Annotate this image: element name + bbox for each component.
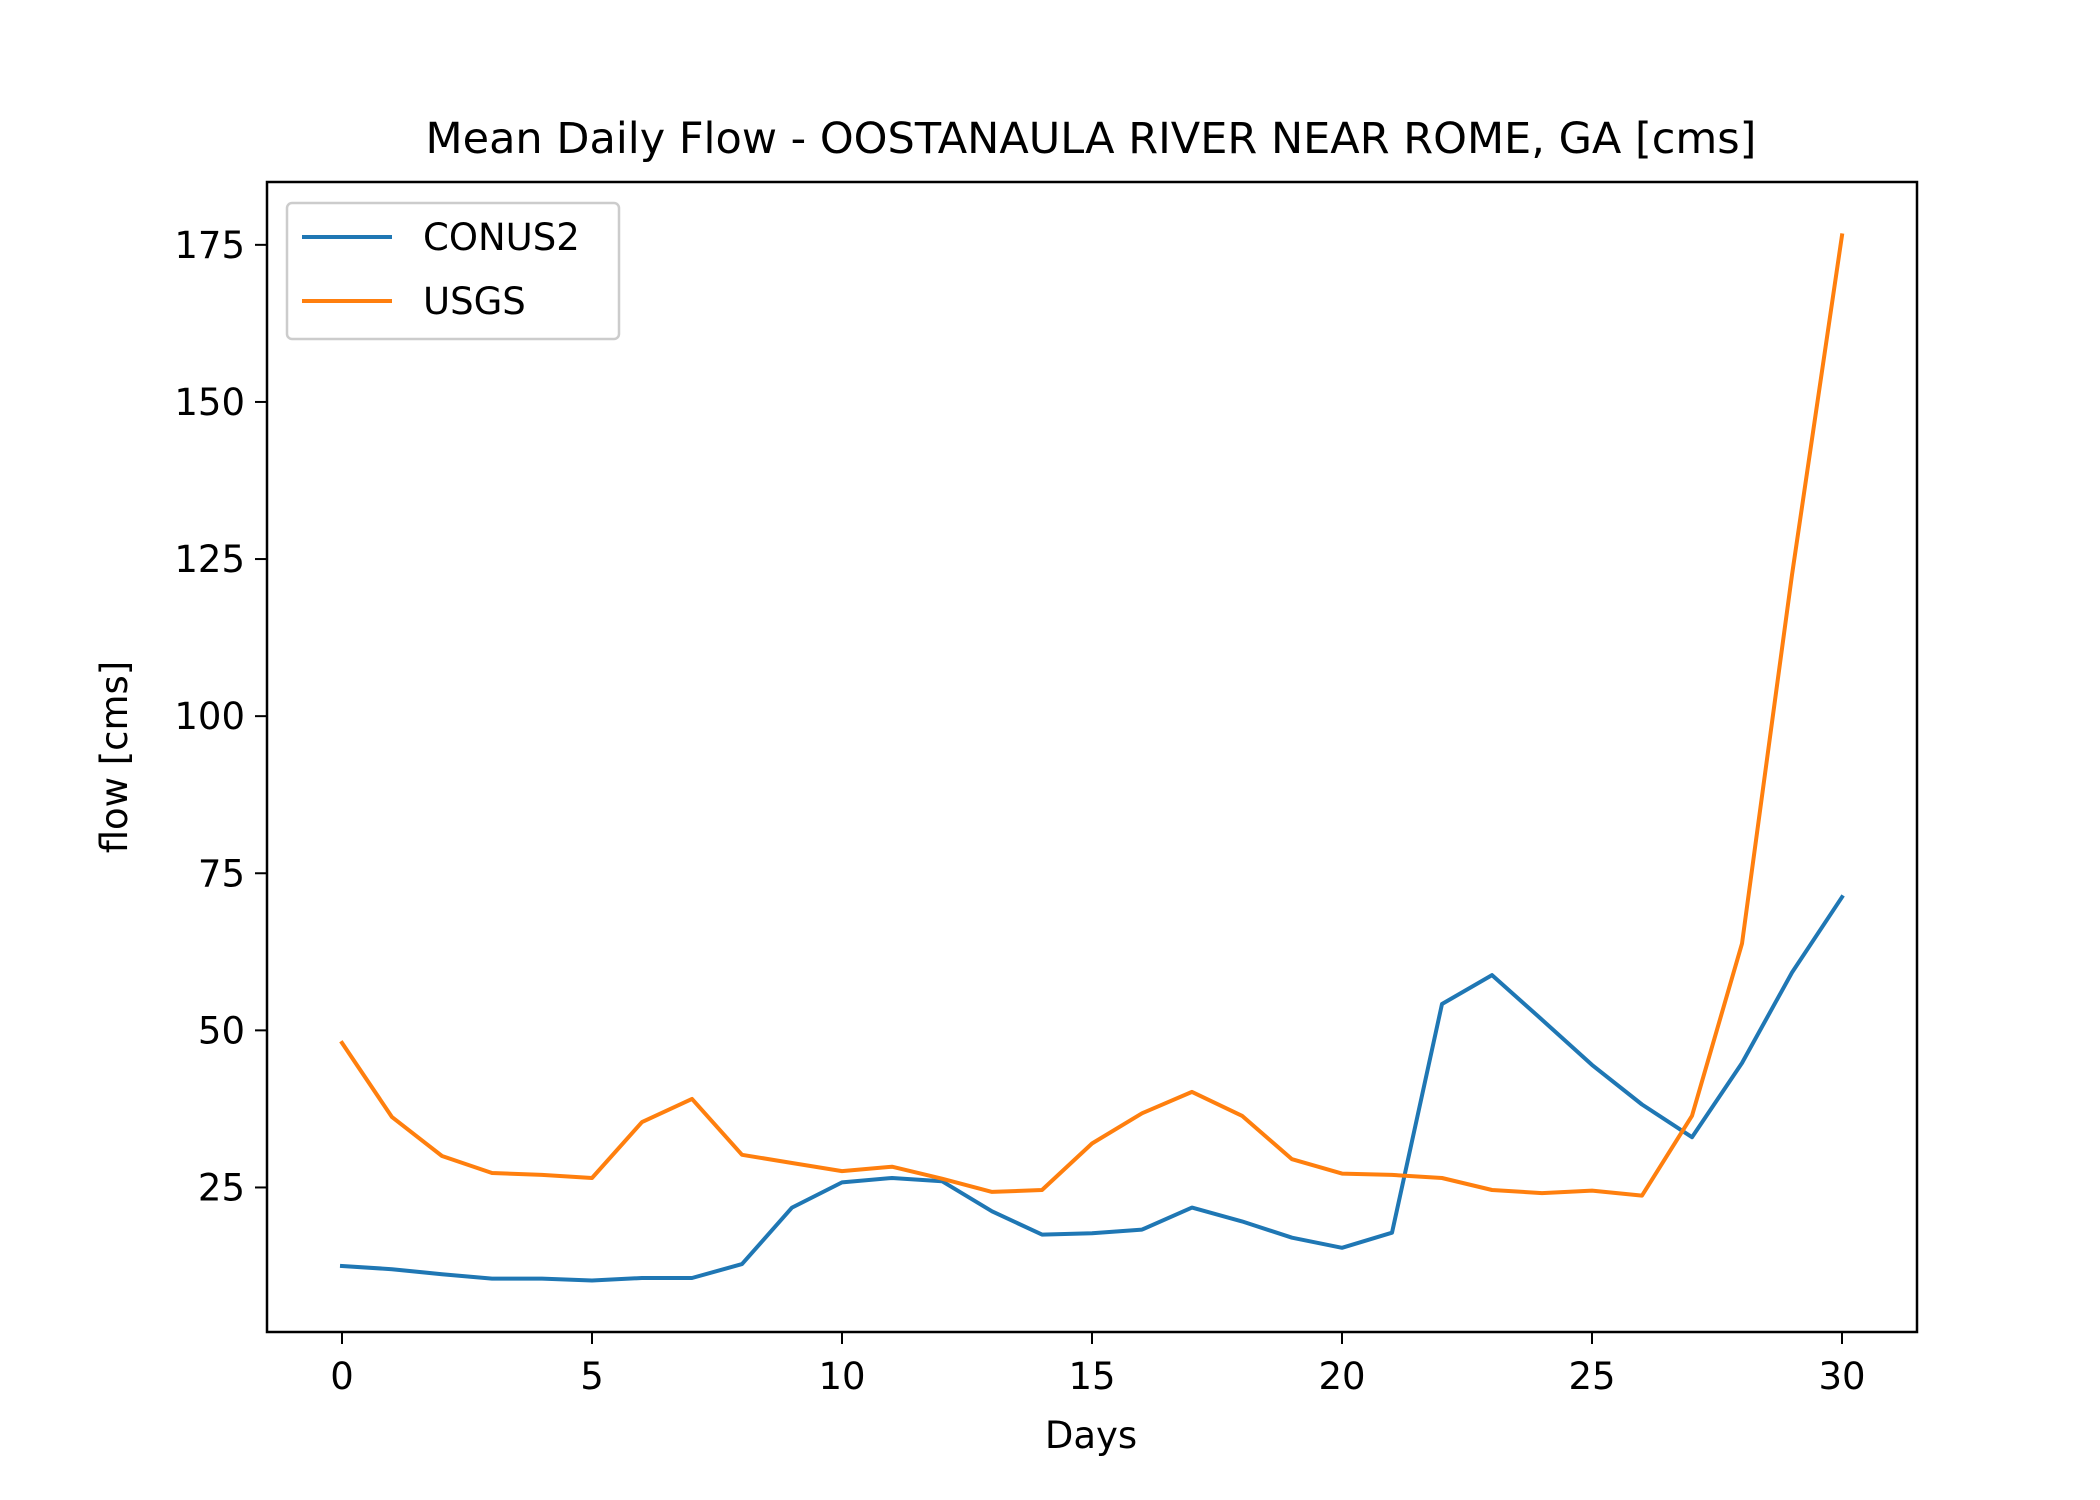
series-group bbox=[339, 233, 1845, 1283]
y-tick-label: 175 bbox=[174, 224, 245, 267]
x-tick-label: 0 bbox=[330, 1355, 354, 1398]
x-tick-label: 20 bbox=[1318, 1355, 1365, 1398]
legend-label-conus2: CONUS2 bbox=[423, 216, 580, 259]
chart-title: Mean Daily Flow - OOSTANAULA RIVER NEAR … bbox=[426, 114, 1757, 164]
y-tick-label: 50 bbox=[198, 1009, 245, 1052]
x-tick-label: 30 bbox=[1818, 1355, 1865, 1398]
x-axis: 0 5 10 15 20 25 30 bbox=[330, 1332, 1866, 1398]
x-tick-label: 25 bbox=[1568, 1355, 1615, 1398]
y-axis-label: flow [cms] bbox=[93, 661, 136, 854]
y-tick-label: 150 bbox=[174, 381, 245, 424]
y-tick-label: 125 bbox=[174, 538, 245, 581]
legend: CONUS2 USGS bbox=[285, 201, 621, 341]
x-tick-label: 10 bbox=[818, 1355, 865, 1398]
x-tick-label: 5 bbox=[580, 1355, 604, 1398]
x-axis-label: Days bbox=[1045, 1414, 1137, 1457]
x-tick-label: 15 bbox=[1068, 1355, 1115, 1398]
y-tick-label: 25 bbox=[198, 1166, 245, 1209]
legend-label-usgs: USGS bbox=[423, 280, 526, 323]
series-line-conus2 bbox=[339, 894, 1845, 1283]
y-tick-label: 100 bbox=[174, 695, 245, 738]
y-axis: 25 50 75 100 125 150 175 bbox=[174, 224, 267, 1209]
y-tick-label: 75 bbox=[198, 852, 245, 895]
series-line-usgs bbox=[339, 233, 1845, 1198]
